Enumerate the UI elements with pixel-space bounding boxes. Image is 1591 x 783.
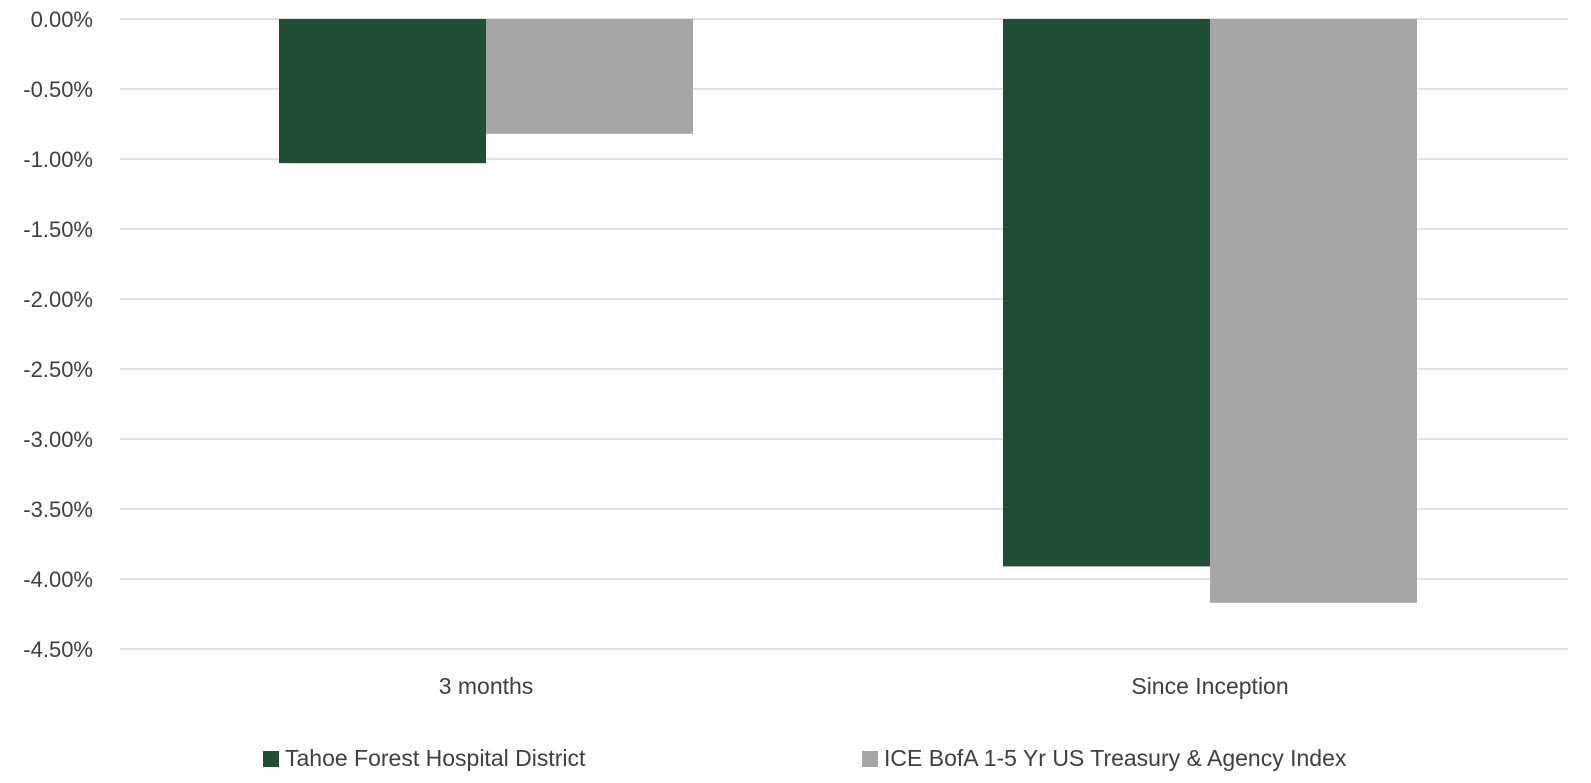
y-tick-label: -0.50%	[23, 77, 93, 102]
bar-chart: 0.00% -0.50% -1.00% -1.50% -2.00% -2.50% -3.00…	[23, 7, 1568, 699]
legend-swatch-series-2	[862, 750, 878, 767]
y-tick-label: -4.00%	[23, 567, 93, 592]
legend-label-series-2: ICE BofA 1-5 Yr US Treasury & Agency Ind…	[884, 745, 1347, 771]
legend: Tahoe Forest Hospital District ICE BofA …	[0, 745, 1591, 775]
x-axis-ticks: 3 months Since Inception	[439, 673, 1289, 699]
bar-series-2-cat-1	[486, 19, 693, 134]
legend-item-series-1: Tahoe Forest Hospital District	[263, 745, 585, 772]
bar-series-1-cat-1	[279, 19, 486, 164]
y-tick-label: -4.50%	[23, 637, 93, 662]
y-tick-label: -3.00%	[23, 427, 93, 452]
y-axis-ticks: 0.00% -0.50% -1.00% -1.50% -2.00% -2.50% -3.00…	[23, 7, 93, 662]
x-tick-label: Since Inception	[1131, 673, 1288, 699]
legend-swatch-series-1	[263, 750, 279, 767]
y-tick-label: -1.00%	[23, 147, 93, 172]
y-tick-label: -1.50%	[23, 217, 93, 242]
legend-item-series-2: ICE BofA 1-5 Yr US Treasury & Agency Ind…	[862, 745, 1346, 772]
y-tick-label: -2.00%	[23, 287, 93, 312]
bar-series-1-cat-2	[1003, 19, 1210, 567]
legend-label-series-1: Tahoe Forest Hospital District	[285, 745, 586, 771]
bars	[279, 19, 1417, 603]
x-tick-label: 3 months	[439, 673, 534, 699]
y-tick-label: -2.50%	[23, 357, 93, 382]
bar-series-2-cat-2	[1210, 19, 1417, 603]
y-tick-label: -3.50%	[23, 497, 93, 522]
y-tick-label: 0.00%	[31, 7, 93, 32]
